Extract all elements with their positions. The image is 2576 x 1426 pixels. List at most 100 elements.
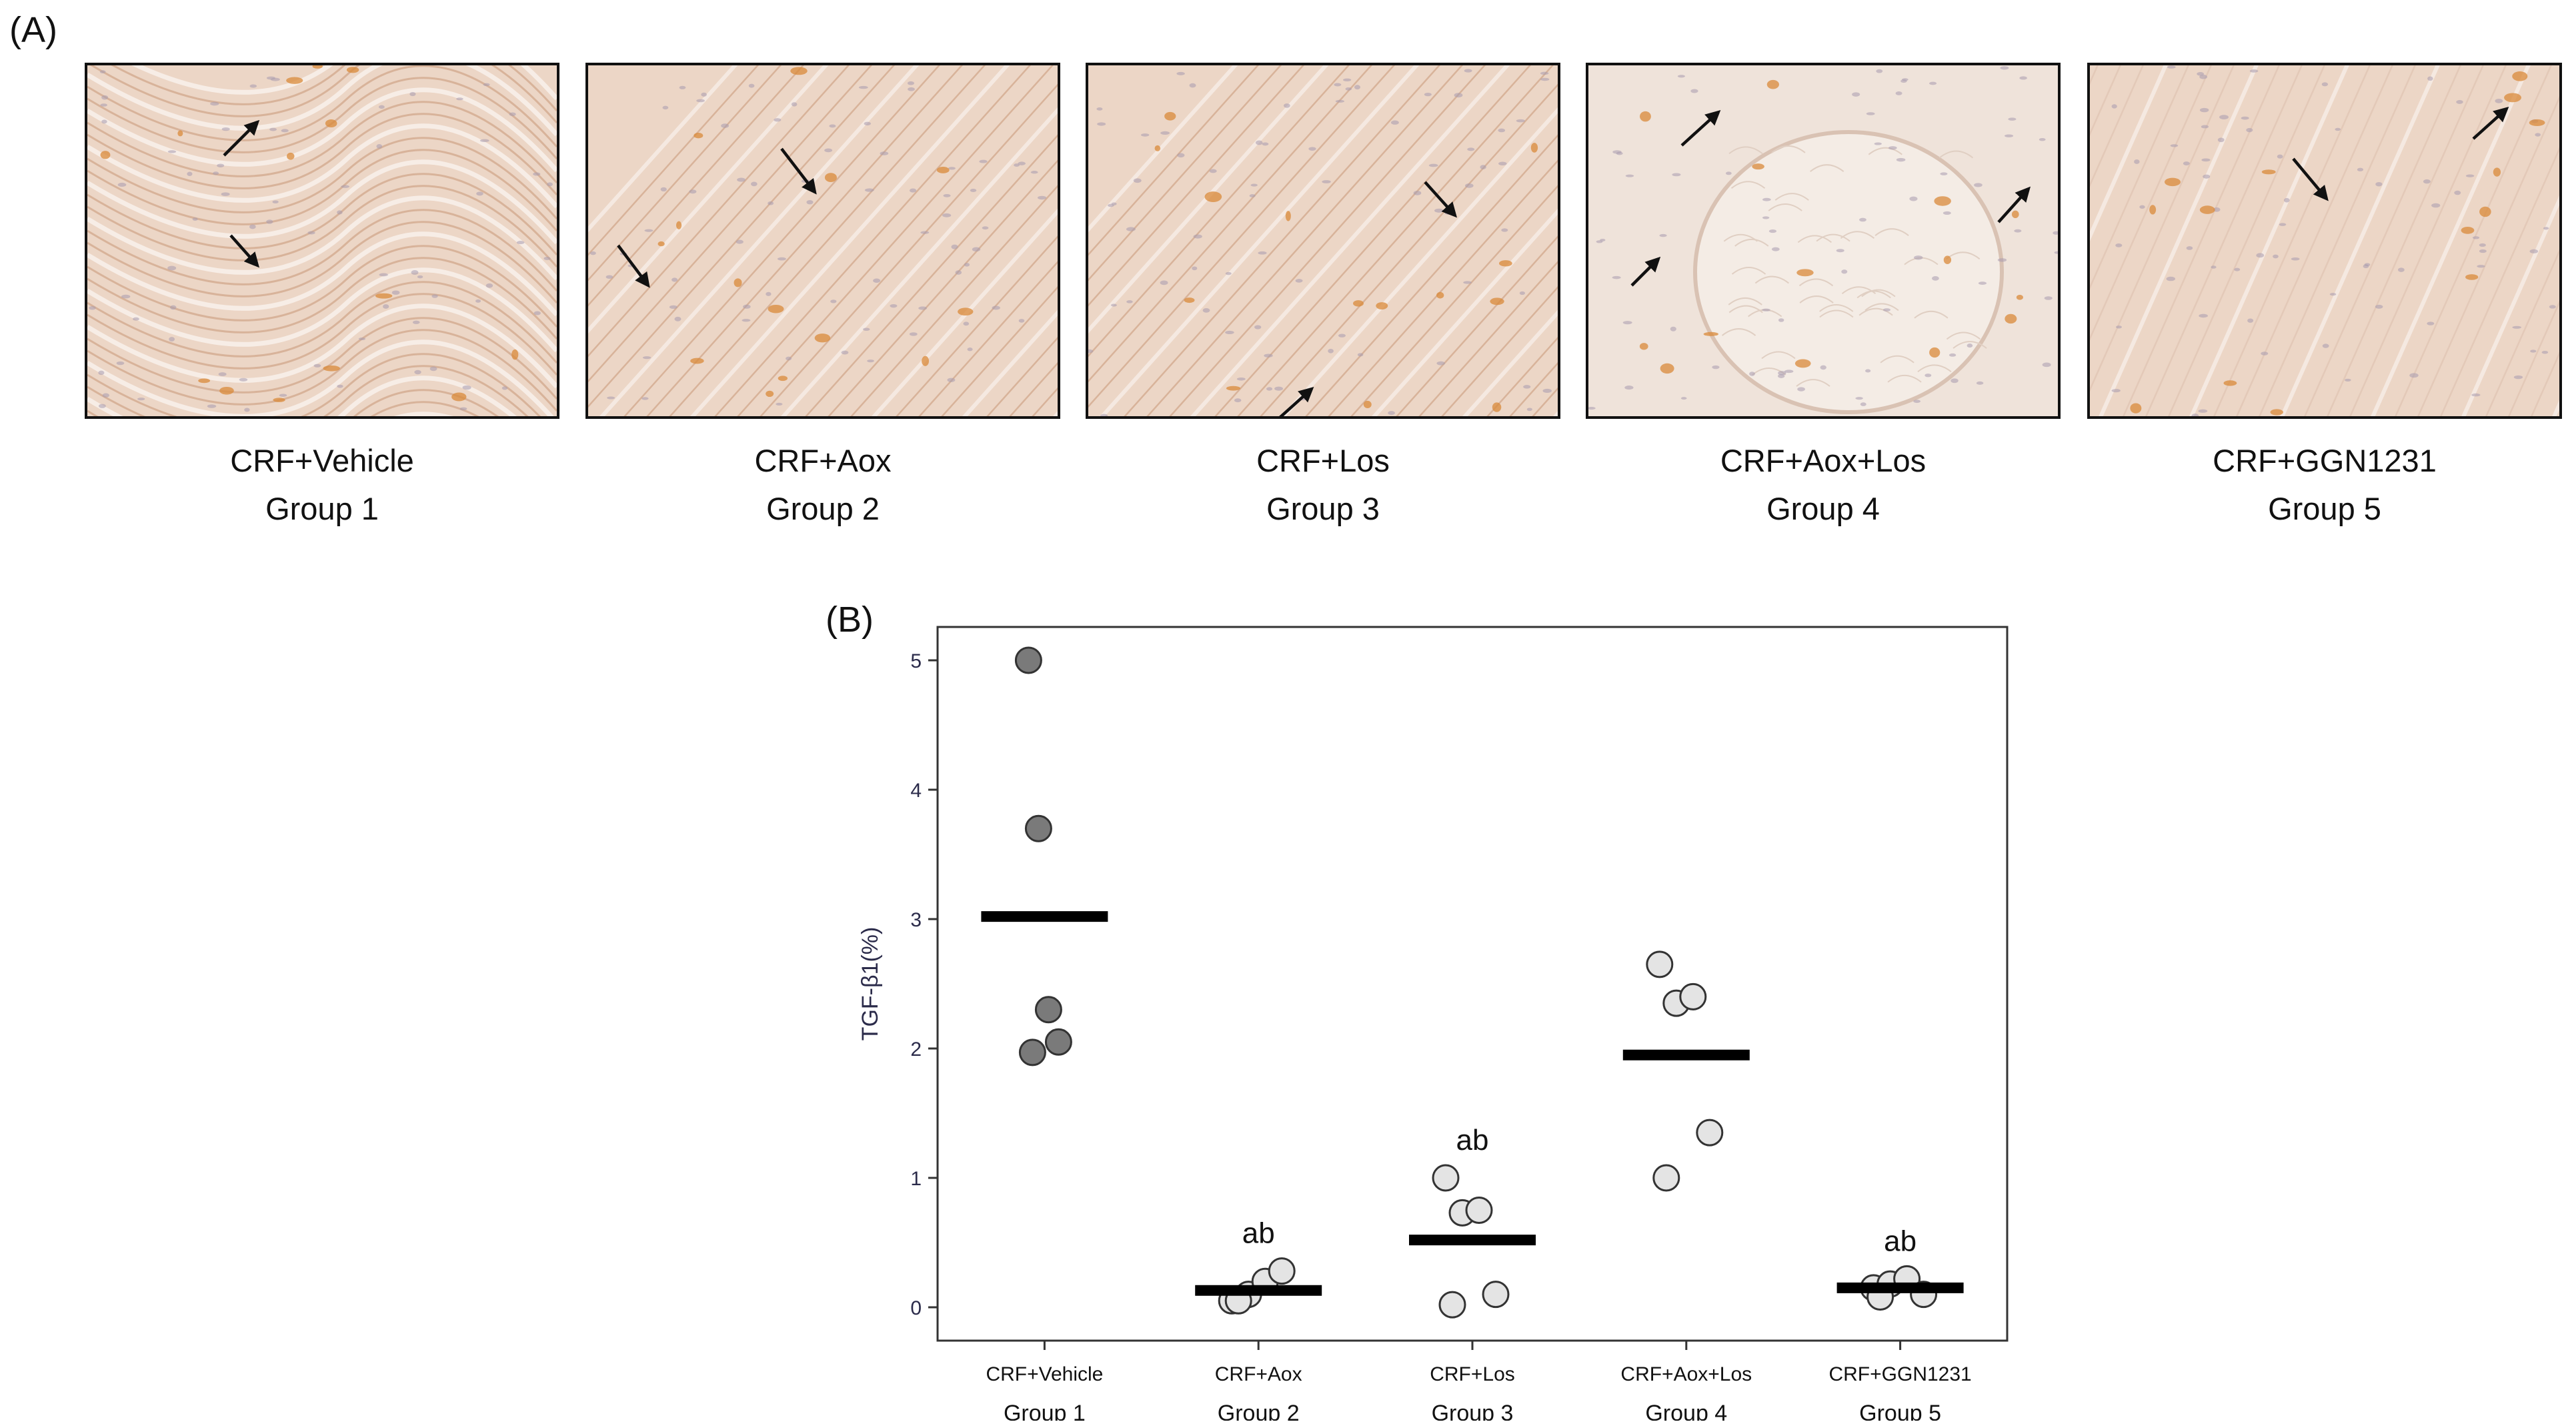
stain-spot (2199, 205, 2215, 214)
nucleus (2167, 65, 2176, 69)
nucleus (1266, 387, 1273, 391)
muscle-fibre (850, 185, 1058, 416)
nucleus (1928, 81, 1937, 85)
nucleus (1177, 153, 1185, 158)
nucleus (1255, 140, 1263, 145)
caption-line-1: CRF+GGN1231 (2213, 443, 2437, 478)
nucleus (266, 219, 273, 224)
nucleus (2186, 246, 2193, 250)
nucleus (607, 396, 615, 400)
nucleus (963, 321, 970, 326)
nucleus (1855, 397, 1863, 400)
nucleus (1480, 165, 1486, 169)
muscle-fibre (588, 65, 782, 281)
stain-spot (694, 133, 704, 139)
tissue-strand (1858, 307, 1893, 316)
nucleus (1762, 197, 1771, 201)
stain-spot (1703, 331, 1719, 336)
nucleus (456, 97, 463, 101)
muscle-fibre (588, 65, 850, 358)
nucleus (890, 303, 898, 308)
nucleus (1030, 171, 1038, 174)
nucleus (218, 372, 227, 376)
nucleus (2042, 362, 2051, 368)
muscle-fibre (87, 245, 557, 327)
nucleus (1820, 365, 1826, 370)
nucleus (1110, 303, 1117, 307)
muscle-fibre (1462, 309, 1558, 416)
nucleus (1342, 78, 1352, 81)
stain-spot (2011, 210, 2019, 219)
nucleus (485, 283, 493, 288)
nucleus (1428, 163, 1438, 167)
nucleus (1680, 397, 1687, 400)
caption-group-3: CRF+Los Group 3 (1086, 437, 1560, 533)
nucleus (2423, 179, 2431, 184)
x-tick-label: CRF+Aox (1215, 1363, 1302, 1385)
nucleus (2273, 254, 2279, 259)
stain-spot (690, 358, 704, 364)
tissue-strand (1761, 351, 1796, 360)
tissue-strand (1874, 228, 1909, 236)
nucleus (1140, 133, 1150, 137)
stain-spot (936, 167, 950, 173)
nucleus (791, 102, 798, 107)
nucleus (2409, 373, 2419, 378)
muscle-fibre (669, 65, 986, 416)
muscle-fibre (87, 209, 557, 291)
nucleus (2203, 174, 2211, 179)
nucleus (2039, 138, 2046, 141)
micrograph-image (2090, 65, 2559, 416)
x-tick-label-group: Group 1 (1004, 1401, 1086, 1421)
muscle-fibre (87, 231, 557, 317)
muscle-fibre (1418, 261, 1558, 416)
nucleus (411, 270, 419, 275)
nucleus (674, 316, 682, 321)
nucleus (379, 273, 388, 277)
muscle-fibre (588, 65, 760, 256)
muscle-fibre (2236, 65, 2394, 416)
significance-annotation: ab (1884, 1225, 1916, 1257)
nucleus (417, 275, 423, 279)
nucleus (1467, 147, 1475, 151)
nucleus (1865, 369, 1871, 373)
nucleus (2199, 313, 2208, 318)
nucleus (2014, 229, 2022, 233)
stain-spot (1752, 163, 1764, 170)
micrograph-group-2 (585, 63, 1060, 419)
muscle-fibre (805, 134, 1058, 416)
micrograph-group-4 (1586, 63, 2061, 419)
nucleus (1160, 280, 1168, 285)
nucleus (2344, 378, 2351, 382)
nucleus (907, 81, 915, 85)
stain-spot (2164, 177, 2181, 187)
stain-spot (312, 65, 323, 69)
x-tick-label-group: Group 3 (1432, 1401, 1514, 1421)
data-point (1432, 1164, 1460, 1192)
nucleus (1322, 180, 1331, 183)
muscle-fibre (87, 65, 557, 147)
muscle-fibre (918, 261, 1058, 416)
nucleus (543, 257, 551, 260)
stain-spot (1498, 260, 1512, 267)
nucleus (679, 85, 686, 89)
nucleus (414, 370, 421, 375)
nucleus (1622, 321, 1632, 325)
nucleus (2479, 243, 2486, 247)
nucleus (98, 404, 106, 408)
stain-spot (768, 304, 784, 313)
nucleus (1852, 92, 1860, 97)
stain-spot (1794, 359, 1811, 368)
nucleus (2375, 181, 2383, 187)
nucleus (2234, 267, 2241, 271)
tissue-strand (1728, 146, 1763, 155)
muscle-fibre (588, 65, 738, 233)
muscle-fibre (2485, 249, 2559, 416)
pointer-arrow (1424, 181, 1458, 218)
vessel-wall (1693, 130, 2004, 414)
muscle-fibre (87, 365, 529, 416)
tissue-strand (1914, 310, 1949, 319)
stain-spot (1492, 402, 1502, 412)
nucleus (2183, 161, 2190, 166)
muscle-fibre (2213, 65, 2371, 416)
